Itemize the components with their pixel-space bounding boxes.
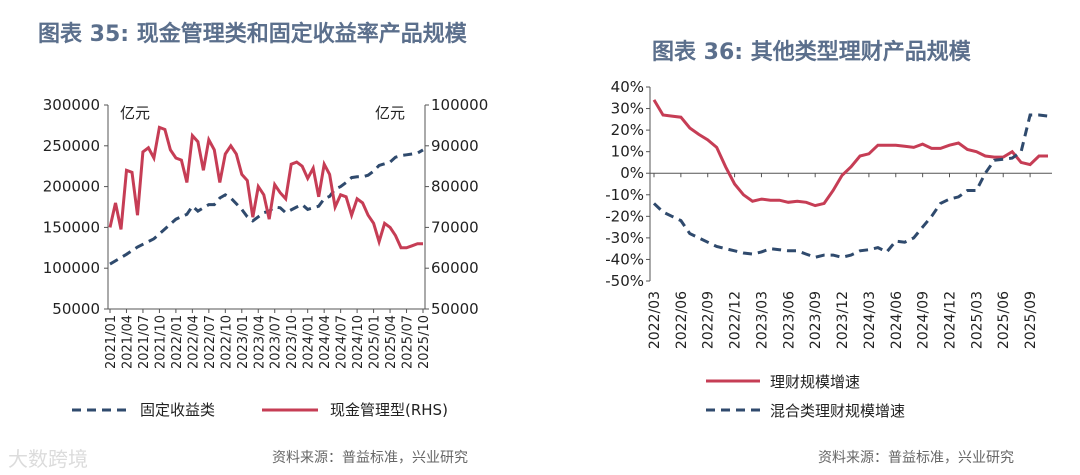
chart35-legend-label-fixed-income: 固定收益类 [140,401,215,419]
chart35-x-tick-label: 2023/07 [269,315,284,369]
chart35-x-tick-label: 2023/01 [236,315,251,369]
chart36-legend-label-total: 理财规模增速 [770,373,860,391]
chart35-source: 资料来源：普益标准，兴业研究 [272,450,468,466]
chart36-y-tick-label: -30% [605,229,644,247]
chart35-right-tick-label: 70000 [431,218,479,236]
chart35-left-tick-label: 100000 [43,259,100,277]
chart36-y-tick-label: -50% [605,272,644,290]
chart35-x-tick-label: 2024/10 [351,315,366,369]
chart35-right-tick-label: 90000 [431,137,479,155]
chart35-x-tick-label: 2024/07 [335,315,350,369]
chart36-title: 图表 36: 其他类型理财产品规模 [652,40,971,65]
chart35-right-unit: 亿元 [375,104,405,122]
chart36-y-tick-label: -10% [605,186,644,204]
chart35-x-tick-label: 2025/10 [417,315,432,369]
chart36-y-tick-label: 40% [611,78,644,96]
chart36-x-tick-label: 2024/03 [862,291,878,349]
chart36-x-tick-label: 2022/09 [701,291,717,349]
chart36-x-tick-label: 2022/06 [674,291,690,349]
chart35-legend-label-cash-management: 现金管理型(RHS) [330,401,448,419]
chart36-series-mixed [652,113,1049,259]
chart36-x-tick-label: 2023/12 [835,291,851,349]
chart35-x-tick-label: 2021/10 [153,315,168,369]
chart35-x-tick-label: 2021/04 [120,315,135,369]
chart36-x-tick-label: 2024/06 [889,291,905,349]
chart35-x-tick-label: 2024/04 [318,315,333,369]
chart35-x-tick-label: 2021/07 [137,315,152,369]
chart35-right-tick-label: 100000 [431,96,488,114]
chart35-x-tick-label: 2025/01 [368,315,383,369]
chart35-left-tick-label: 50000 [52,300,100,318]
watermark-logo: 大数跨境 [8,447,88,471]
chart35-left-unit: 亿元 [120,104,150,122]
chart35-x-tick-label: 2024/01 [302,315,317,369]
chart36-x-tick-label: 2024/12 [943,291,959,349]
chart36-x-tick-label: 2023/09 [808,291,824,349]
chart36-y-tick-label: 0% [620,164,644,182]
chart36-y-tick-label: 30% [611,100,644,118]
chart36-x-tick-label: 2025/03 [969,291,985,349]
chart35-x-tick-label: 2025/07 [401,315,416,369]
chart35-left-tick-label: 300000 [43,96,100,114]
chart36-legend-label-mixed: 混合类理财规模增速 [770,402,905,420]
chart36-x-tick-label: 2025/06 [996,291,1012,349]
chart36-x-tick-label: 2022/12 [728,291,744,349]
chart35-left-tick-label: 250000 [43,137,100,155]
chart35-x-tick-label: 2023/10 [285,315,300,369]
chart35-left-tick-label: 200000 [43,178,100,196]
chart36-y-tick-label: 20% [611,121,644,139]
chart36-y-tick-label: -20% [605,207,644,225]
chart35-x-tick-label: 2023/04 [252,315,267,369]
chart35-x-tick-label: 2025/04 [384,315,399,369]
chart36-x-tick-label: 2023/06 [781,291,797,349]
chart35-x-tick-label: 2022/01 [170,315,185,369]
chart36-x-tick-label: 2022/03 [647,291,663,349]
chart36-y-tick-label: 10% [611,143,644,161]
chart36-x-tick-label: 2024/09 [916,291,932,349]
chart35-title: 图表 35: 现金管理类和固定收益率产品规模 [38,22,467,47]
chart35-x-tick-label: 2021/01 [104,315,119,369]
chart36-source: 资料来源：普益标准，兴业研究 [818,450,1014,466]
chart35-series-fixed-income [109,148,424,266]
chart35-x-tick-label: 2022/07 [203,315,218,369]
chart36-x-tick-label: 2025/09 [1023,291,1039,349]
chart36-x-tick-label: 2023/03 [754,291,770,349]
chart35-left-tick-label: 150000 [43,218,100,236]
chart35-right-tick-label: 80000 [431,178,479,196]
chart35-series-cash-management [108,125,423,250]
chart35-right-tick-label: 60000 [431,259,479,277]
chart36-y-tick-label: -40% [605,250,644,268]
chart35-x-tick-label: 2022/04 [186,315,201,369]
chart36-series-total [652,99,1048,208]
chart35-x-tick-label: 2022/10 [219,315,234,369]
chart35-right-tick-label: 50000 [431,300,479,318]
